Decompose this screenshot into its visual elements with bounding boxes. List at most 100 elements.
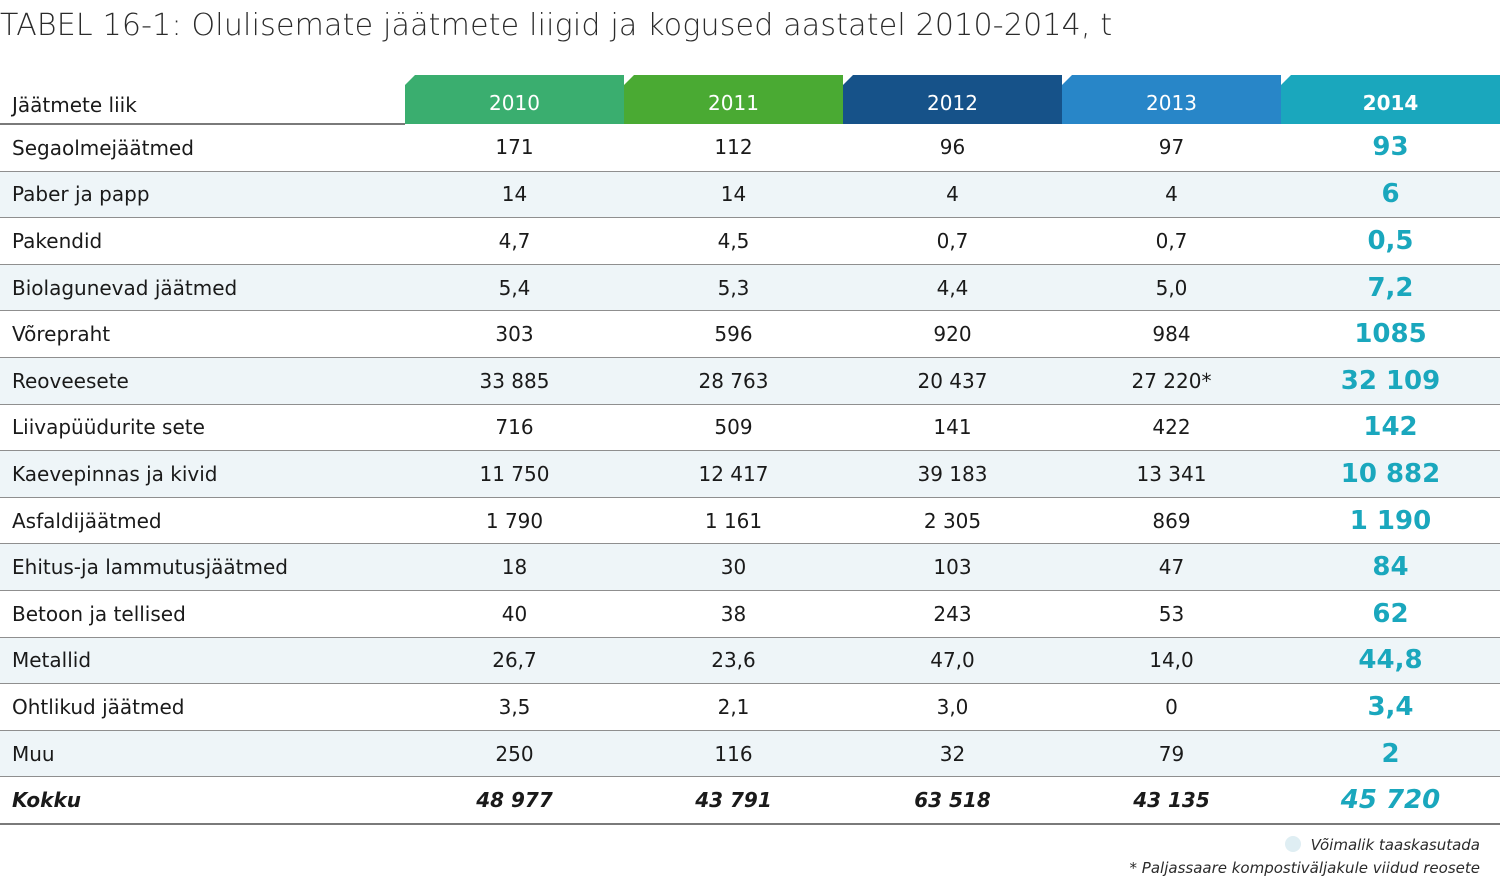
value-cell-2013: 5,0	[1062, 264, 1281, 312]
value-cell-2014: 6	[1281, 171, 1500, 219]
reusable-dot-icon	[1284, 836, 1301, 852]
value-cell-2014: 2	[1281, 730, 1500, 778]
value-cell-2010: 48 977	[405, 776, 624, 825]
value-cell-2010: 14	[405, 171, 624, 219]
table-row: Ehitus-ja lammutusjäätmed 18 30 103 47 84	[0, 543, 1500, 591]
value-cell-2012: 32	[843, 730, 1062, 778]
waste-type-cell: Metallid	[0, 637, 405, 685]
value-cell-2014: 45 720	[1281, 776, 1500, 825]
value-cell-2010: 250	[405, 730, 624, 778]
value-cell-2014: 44,8	[1281, 637, 1500, 685]
total-row: Kokku 48 977 43 791 63 518 43 135 45 720	[0, 776, 1500, 825]
table-row: Pakendid 4,7 4,5 0,7 0,7 0,5	[0, 217, 1500, 265]
value-cell-2012: 2 305	[843, 497, 1062, 545]
table-row: Segaolmejäätmed 171 112 96 97 93	[0, 124, 1500, 172]
value-cell-2012: 920	[843, 310, 1062, 358]
value-cell-2014: 10 882	[1281, 450, 1500, 498]
value-cell-2014: 1 190	[1281, 497, 1500, 545]
value-cell-2014: 3,4	[1281, 683, 1500, 731]
waste-type-cell: Paber ja papp	[0, 171, 405, 219]
value-cell-2012: 243	[843, 590, 1062, 638]
waste-type-cell: Betoon ja tellised	[0, 590, 405, 638]
table-row: Betoon ja tellised 40 38 243 53 62	[0, 590, 1500, 638]
table-row: Liivapüüdurite sete 716 509 141 422 142	[0, 404, 1500, 452]
value-cell-2013: 97	[1062, 124, 1281, 172]
value-cell-2010: 3,5	[405, 683, 624, 731]
waste-type-cell: Reoveesete	[0, 357, 405, 405]
header-row: Jäätmete liik 2010 2011 2012 2013 2014	[0, 75, 1500, 125]
value-cell-2011: 2,1	[624, 683, 843, 731]
waste-type-cell: Võrepraht	[0, 310, 405, 358]
value-cell-2011: 4,5	[624, 217, 843, 265]
column-header-type: Jäätmete liik	[0, 75, 405, 125]
value-cell-2011: 596	[624, 310, 843, 358]
value-cell-2012: 103	[843, 543, 1062, 591]
value-cell-2012: 4	[843, 171, 1062, 219]
legend: Võimalik taaskasutada * Paljassaare komp…	[1130, 834, 1480, 880]
value-cell-2010: 33 885	[405, 357, 624, 405]
waste-type-cell: Asfaldijäätmed	[0, 497, 405, 545]
value-cell-2010: 26,7	[405, 637, 624, 685]
legend-footnote: * Paljassaare kompostiväljakule viidud r…	[1129, 859, 1480, 877]
value-cell-2011: 14	[624, 171, 843, 219]
legend-reusable: Võimalik taaskasutada	[1130, 834, 1480, 857]
value-cell-2011: 12 417	[624, 450, 843, 498]
value-cell-2014: 142	[1281, 404, 1500, 452]
value-cell-2013: 53	[1062, 590, 1281, 638]
value-cell-2013: 43 135	[1062, 776, 1281, 825]
value-cell-2010: 18	[405, 543, 624, 591]
value-cell-2011: 43 791	[624, 776, 843, 825]
value-cell-2014: 1085	[1281, 310, 1500, 358]
legend-reusable-label: Võimalik taaskasutada	[1310, 836, 1480, 854]
value-cell-2012: 47,0	[843, 637, 1062, 685]
value-cell-2012: 20 437	[843, 357, 1062, 405]
waste-type-cell: Segaolmejäätmed	[0, 124, 405, 172]
value-cell-2012: 3,0	[843, 683, 1062, 731]
table-row: Metallid 26,7 23,6 47,0 14,0 44,8	[0, 637, 1500, 685]
value-cell-2013: 79	[1062, 730, 1281, 778]
waste-type-cell: Ohtlikud jäätmed	[0, 683, 405, 731]
value-cell-2014: 93	[1281, 124, 1500, 172]
value-cell-2014: 84	[1281, 543, 1500, 591]
value-cell-2012: 39 183	[843, 450, 1062, 498]
value-cell-2010: 303	[405, 310, 624, 358]
waste-type-cell: Biolagunevad jäätmed	[0, 264, 405, 312]
value-cell-2011: 28 763	[624, 357, 843, 405]
value-cell-2014: 0,5	[1281, 217, 1500, 265]
value-cell-2011: 30	[624, 543, 843, 591]
value-cell-2013: 0	[1062, 683, 1281, 731]
table-title: TABEL 16-1: Olulisemate jäätmete liigid …	[0, 8, 1113, 43]
value-cell-2010: 4,7	[405, 217, 624, 265]
value-cell-2011: 116	[624, 730, 843, 778]
column-header-2013: 2013	[1062, 75, 1281, 124]
waste-type-cell: Ehitus-ja lammutusjäätmed	[0, 543, 405, 591]
value-cell-2012: 4,4	[843, 264, 1062, 312]
value-cell-2011: 509	[624, 404, 843, 452]
value-cell-2014: 7,2	[1281, 264, 1500, 312]
column-header-2010: 2010	[405, 75, 624, 124]
table-row: Paber ja papp 14 14 4 4 6	[0, 171, 1500, 219]
table-row: Muu 250 116 32 79 2	[0, 730, 1500, 778]
value-cell-2013: 422	[1062, 404, 1281, 452]
value-cell-2010: 11 750	[405, 450, 624, 498]
column-header-2012: 2012	[843, 75, 1062, 124]
value-cell-2011: 23,6	[624, 637, 843, 685]
value-cell-2011: 5,3	[624, 264, 843, 312]
value-cell-2010: 171	[405, 124, 624, 172]
waste-type-cell: Liivapüüdurite sete	[0, 404, 405, 452]
value-cell-2014: 62	[1281, 590, 1500, 638]
table-row: Asfaldijäätmed 1 790 1 161 2 305 869 1 190	[0, 497, 1500, 545]
value-cell-2011: 112	[624, 124, 843, 172]
value-cell-2013: 13 341	[1062, 450, 1281, 498]
value-cell-2013: 0,7	[1062, 217, 1281, 265]
table-row: Biolagunevad jäätmed 5,4 5,3 4,4 5,0 7,2	[0, 264, 1500, 312]
table-row: Ohtlikud jäätmed 3,5 2,1 3,0 0 3,4	[0, 683, 1500, 731]
value-cell-2011: 1 161	[624, 497, 843, 545]
table-row: Reoveesete 33 885 28 763 20 437 27 220* 32 10…	[0, 357, 1500, 405]
waste-type-cell: Pakendid	[0, 217, 405, 265]
value-cell-2012: 63 518	[843, 776, 1062, 825]
value-cell-2013: 27 220*	[1062, 357, 1281, 405]
value-cell-2010: 1 790	[405, 497, 624, 545]
value-cell-2013: 869	[1062, 497, 1281, 545]
value-cell-2012: 96	[843, 124, 1062, 172]
